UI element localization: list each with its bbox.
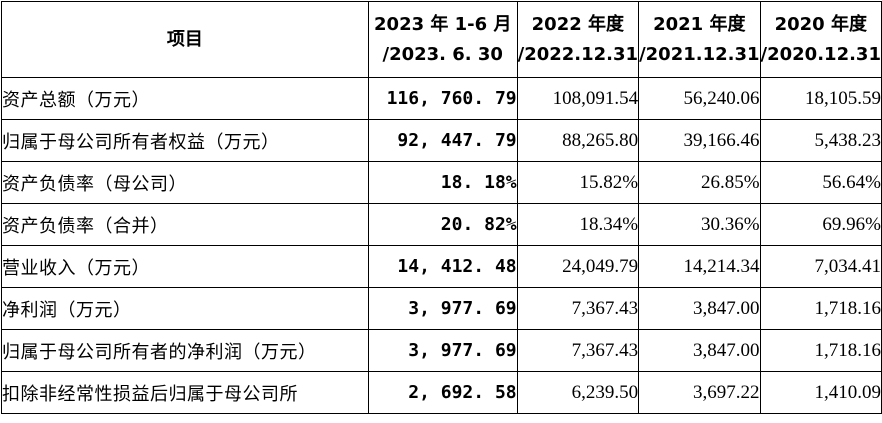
value-2022: 108,091.54 <box>516 77 640 120</box>
table-row: 归属于母公司所有者的净利润（万元） 3, 977. 69 7,367.43 3,… <box>1 329 882 372</box>
header-period-2021: 2021 年度 /2021.12.31 <box>638 1 761 78</box>
row-label: 资产总额（万元） <box>1 77 369 120</box>
period-title: 2023 年 1-6 月 <box>374 13 512 35</box>
header-period-2023h1: 2023 年 1-6 月 /2023. 6. 30 <box>367 1 518 78</box>
value-2023h1: 20. 82% <box>367 203 518 246</box>
value-2022: 15.82% <box>516 161 640 204</box>
value-2020: 18,105.59 <box>759 77 882 120</box>
value-2022: 18.34% <box>516 203 640 246</box>
value-2023h1: 18. 18% <box>367 161 518 204</box>
value-2021: 14,214.34 <box>638 245 761 288</box>
value-2023h1: 3, 977. 69 <box>367 329 518 372</box>
value-2020: 69.96% <box>759 203 882 246</box>
row-label: 资产负债率（母公司） <box>1 161 369 204</box>
table-row: 资产负债率（母公司） 18. 18% 15.82% 26.85% 56.64% <box>1 161 882 204</box>
header-period-2022: 2022 年度 /2022.12.31 <box>516 1 640 78</box>
row-label: 归属于母公司所有者的净利润（万元） <box>1 329 369 372</box>
row-label: 净利润（万元） <box>1 287 369 330</box>
row-label: 扣除非经常性损益后归属于母公司所 <box>1 371 369 414</box>
period-title: 2022 年度 <box>531 13 625 35</box>
period-date: /2021.12.31 <box>639 43 760 65</box>
table-row: 资产负债率（合并） 20. 82% 18.34% 30.36% 69.96% <box>1 203 882 246</box>
row-label: 营业收入（万元） <box>1 245 369 288</box>
value-2021: 56,240.06 <box>638 77 761 120</box>
value-2020: 7,034.41 <box>759 245 882 288</box>
value-2023h1: 116, 760. 79 <box>367 77 518 120</box>
table-row: 扣除非经常性损益后归属于母公司所 2, 692. 58 6,239.50 3,6… <box>1 371 882 414</box>
value-2020: 56.64% <box>759 161 882 204</box>
value-2022: 88,265.80 <box>516 119 640 162</box>
table-row: 资产总额（万元） 116, 760. 79 108,091.54 56,240.… <box>1 77 882 120</box>
value-2020: 1,410.09 <box>759 371 882 414</box>
value-2021: 3,847.00 <box>638 329 761 372</box>
value-2023h1: 92, 447. 79 <box>367 119 518 162</box>
value-2021: 26.85% <box>638 161 761 204</box>
value-2022: 7,367.43 <box>516 329 640 372</box>
value-2021: 3,847.00 <box>638 287 761 330</box>
value-2021: 3,697.22 <box>638 371 761 414</box>
value-2021: 30.36% <box>638 203 761 246</box>
value-2023h1: 3, 977. 69 <box>367 287 518 330</box>
table-header-row: 项目 2023 年 1-6 月 /2023. 6. 30 2022 年度 /20… <box>1 1 882 78</box>
value-2020: 1,718.16 <box>759 287 882 330</box>
header-item-label: 项目 <box>166 28 203 50</box>
table-row: 净利润（万元） 3, 977. 69 7,367.43 3,847.00 1,7… <box>1 287 882 330</box>
value-2022: 24,049.79 <box>516 245 640 288</box>
period-date: /2020.12.31 <box>760 43 881 65</box>
financial-summary-table: 项目 2023 年 1-6 月 /2023. 6. 30 2022 年度 /20… <box>1 1 882 414</box>
value-2023h1: 14, 412. 48 <box>367 245 518 288</box>
value-2020: 1,718.16 <box>759 329 882 372</box>
value-2020: 5,438.23 <box>759 119 882 162</box>
period-date: /2023. 6. 30 <box>382 43 503 65</box>
value-2022: 7,367.43 <box>516 287 640 330</box>
row-label: 资产负债率（合并） <box>1 203 369 246</box>
period-title: 2021 年度 <box>653 13 746 35</box>
table-row: 归属于母公司所有者权益（万元） 92, 447. 79 88,265.80 39… <box>1 119 882 162</box>
period-date: /2022.12.31 <box>517 43 639 65</box>
period-title: 2020 年度 <box>774 13 867 35</box>
value-2022: 6,239.50 <box>516 371 640 414</box>
table-row: 营业收入（万元） 14, 412. 48 24,049.79 14,214.34… <box>1 245 882 288</box>
value-2023h1: 2, 692. 58 <box>367 371 518 414</box>
header-item: 项目 <box>1 1 369 78</box>
value-2021: 39,166.46 <box>638 119 761 162</box>
header-period-2020: 2020 年度 /2020.12.31 <box>759 1 882 78</box>
row-label: 归属于母公司所有者权益（万元） <box>1 119 369 162</box>
